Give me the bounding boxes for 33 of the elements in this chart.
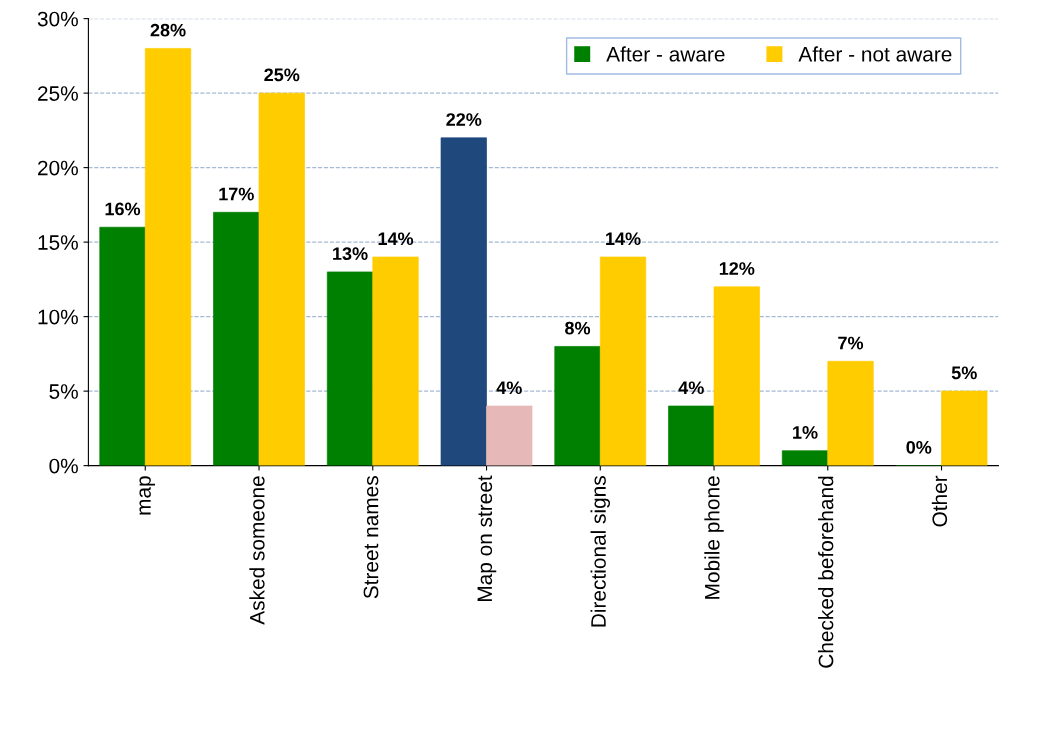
x-tick-label: Map on street [477, 475, 497, 602]
data-label: 14% [378, 232, 414, 246]
x-tick-label: Asked someone [249, 476, 265, 625]
data-label: 28% [150, 23, 186, 37]
y-tick-label: 0% [49, 458, 78, 474]
data-label: 13% [333, 247, 368, 261]
data-label: 4% [678, 381, 704, 395]
data-label: 25% [264, 68, 300, 82]
data-label: 5% [951, 366, 977, 380]
y-tick-label: 10% [38, 309, 78, 325]
data-label: 0% [906, 440, 932, 454]
legend-label: After - not aware [798, 46, 952, 62]
data-label: 14% [606, 232, 641, 246]
data-label: 8% [565, 321, 591, 335]
data-label: 12% [719, 262, 755, 275]
y-tick-label: 30% [37, 11, 78, 27]
data-label: 17% [219, 187, 254, 201]
data-label: 4% [496, 381, 522, 395]
x-tick-label: map [139, 476, 155, 515]
x-tick-label: Street names [363, 476, 379, 599]
y-tick-label: 25% [38, 86, 78, 101]
y-tick-label: 5% [49, 384, 78, 399]
y-tick-label: 15% [38, 235, 78, 250]
x-tick-label: Mobile phone [704, 476, 724, 599]
data-label: 7% [838, 336, 864, 350]
x-tick-label: Other [931, 475, 948, 527]
data-label: 16% [105, 202, 141, 216]
data-label: 1% [793, 426, 818, 439]
data-label: 22% [446, 113, 482, 126]
x-tick-label: Directional signs [590, 476, 610, 627]
x-tick-label: Checked beforehand [818, 476, 834, 668]
legend-label: After - aware [606, 46, 725, 62]
y-tick-label: 20% [38, 160, 78, 176]
